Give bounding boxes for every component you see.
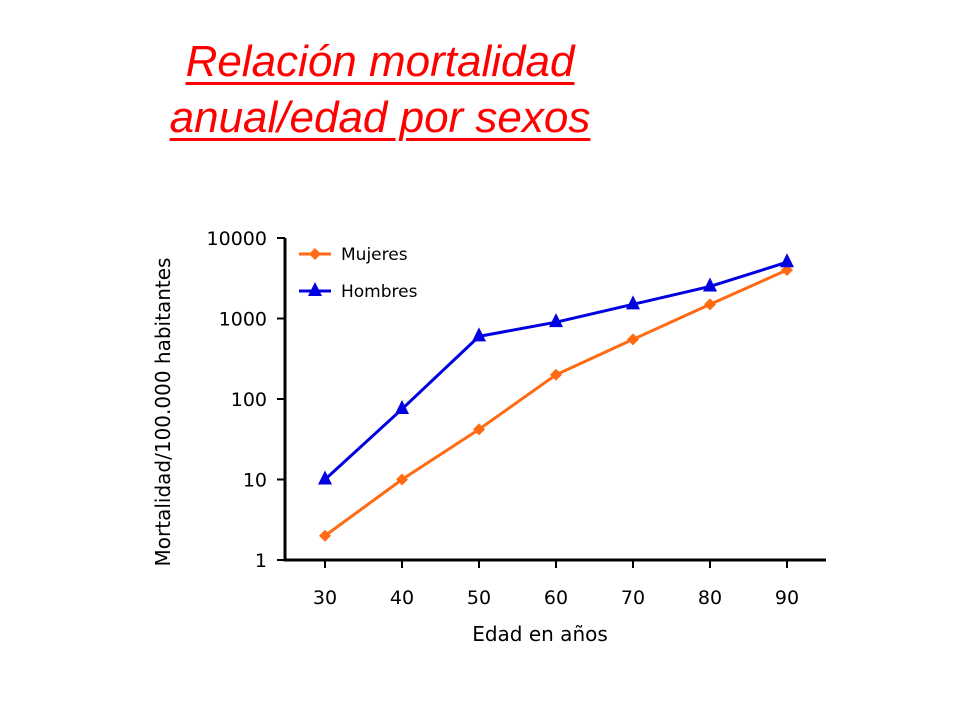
y-tick-label: 100 xyxy=(231,389,267,411)
data-point-mujeres xyxy=(704,298,716,311)
x-tick-label: 70 xyxy=(621,587,645,609)
data-point-hombres xyxy=(318,470,332,485)
chart-title: Relación mortalidad anual/edad por sexos xyxy=(0,34,760,146)
series-line-mujeres xyxy=(324,268,788,537)
chart-title-line-1: Relación mortalidad xyxy=(185,37,575,86)
x-tick-label: 50 xyxy=(467,587,491,609)
series-layer xyxy=(318,253,794,542)
legend-label-hombres: Hombres xyxy=(341,282,418,302)
data-point-mujeres xyxy=(550,368,562,381)
legend-marker-hombres xyxy=(308,282,322,296)
data-point-mujeres xyxy=(396,473,408,486)
data-point-hombres xyxy=(549,313,563,328)
data-point-hombres xyxy=(472,327,486,342)
x-tick-label: 90 xyxy=(775,587,799,609)
legend-label-mujeres: Mujeres xyxy=(341,245,408,265)
chart-title-line-2: anual/edad por sexos xyxy=(169,93,591,142)
data-point-hombres xyxy=(780,253,794,268)
data-point-hombres xyxy=(395,400,409,415)
x-tick-label: 40 xyxy=(390,587,414,609)
data-point-hombres xyxy=(626,295,640,310)
data-point-mujeres xyxy=(627,333,639,346)
data-point-hombres xyxy=(703,277,717,292)
y-axis-label: Mortalidad/100.000 habitantes xyxy=(151,258,175,567)
x-tick-label: 80 xyxy=(698,587,722,609)
y-tick-label: 1000 xyxy=(219,309,267,331)
x-axis-label: Edad en años xyxy=(472,622,608,646)
x-tick-label: 60 xyxy=(544,587,568,609)
legend: Mujeres Hombres xyxy=(299,245,418,302)
legend-marker-mujeres xyxy=(309,248,321,260)
y-tick-label: 1 xyxy=(255,550,267,572)
axes: 1 10 100 1000 10000 30 40 50 60 70 80 90 xyxy=(207,228,826,609)
data-point-mujeres xyxy=(319,529,331,542)
y-tick-label: 10000 xyxy=(207,228,267,250)
data-point-mujeres xyxy=(473,423,485,436)
x-tick-label: 30 xyxy=(313,587,337,609)
y-tick-label: 10 xyxy=(243,470,267,492)
